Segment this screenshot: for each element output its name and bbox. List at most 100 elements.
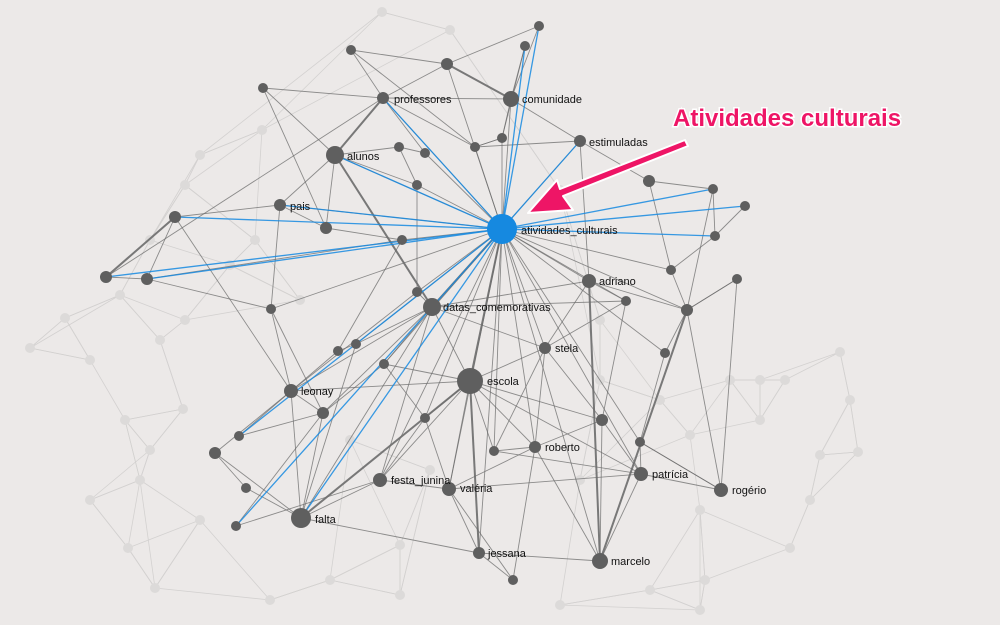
background-edge — [649, 579, 706, 591]
background-edge — [29, 294, 121, 349]
graph-edge — [599, 473, 642, 562]
node-label-patricia: patrícia — [652, 469, 689, 481]
graph-edge — [238, 412, 324, 437]
highlighted-edge — [238, 228, 503, 437]
background-node — [685, 430, 695, 440]
graph-edge — [579, 140, 590, 282]
background-node — [145, 445, 155, 455]
background-edge — [704, 547, 791, 581]
background-edge — [119, 239, 151, 296]
background-edge — [229, 264, 301, 301]
background-node — [725, 375, 735, 385]
graph-node — [643, 175, 655, 187]
graph-edge — [214, 390, 292, 454]
background-node — [155, 335, 165, 345]
graph-edge — [424, 417, 450, 490]
background-edge — [199, 129, 263, 156]
graph-edge — [639, 441, 722, 491]
highlighted-edge — [279, 204, 503, 230]
graph-edge — [334, 154, 418, 186]
graph-edge — [262, 87, 336, 156]
background-edge — [269, 579, 331, 601]
background-node — [265, 595, 275, 605]
graph-edge — [383, 363, 471, 382]
node-label-estimuladas: estimuladas — [589, 137, 648, 149]
graph-edge — [501, 228, 642, 475]
graph-edge — [334, 146, 400, 156]
background-node — [180, 315, 190, 325]
background-edge — [127, 547, 156, 589]
graph-node — [596, 414, 608, 426]
graph-node — [377, 92, 389, 104]
background-edge — [349, 439, 431, 471]
background-edge — [64, 317, 91, 361]
background-edge — [64, 294, 121, 319]
background-node — [295, 295, 305, 305]
graph-edge — [431, 280, 590, 308]
background-edge — [659, 399, 691, 436]
node-label-leonay: leonay — [301, 386, 334, 398]
graph-edge — [105, 97, 384, 278]
graph-node — [592, 553, 608, 569]
node-label-marcelo: marcelo — [611, 556, 650, 568]
graph-edge — [174, 204, 281, 218]
graph-edge — [501, 228, 672, 271]
graph-node — [394, 142, 404, 152]
graph-edge — [431, 306, 546, 349]
graph-edge — [493, 347, 546, 452]
node-label-roberto: roberto — [545, 442, 580, 454]
node-label-pais: pais — [290, 201, 311, 213]
graph-edge — [262, 87, 384, 99]
background-edge — [89, 359, 126, 421]
graph-edge — [478, 228, 503, 554]
graph-node — [241, 483, 251, 493]
graph-edge — [648, 180, 672, 271]
background-edge — [559, 479, 581, 606]
graph-edge — [379, 479, 450, 490]
background-node — [180, 180, 190, 190]
node-label-adriano: adriano — [599, 276, 636, 288]
graph-node — [317, 407, 329, 419]
graph-edge — [350, 49, 476, 148]
graph-node — [740, 201, 750, 211]
background-edge — [254, 129, 263, 241]
background-edge — [254, 239, 301, 301]
background-edge — [159, 339, 184, 410]
graph-edge — [544, 347, 603, 421]
graph-edge — [501, 228, 601, 562]
graph-edge — [599, 419, 603, 562]
graph-node — [274, 199, 286, 211]
node-atividades-culturais — [487, 214, 517, 244]
graph-edge — [686, 188, 714, 311]
callout-annotation: Atividades culturais — [527, 104, 903, 214]
graph-edge — [416, 184, 503, 230]
background-edge — [381, 11, 451, 31]
graph-edge — [270, 308, 324, 414]
background-edge — [89, 479, 141, 501]
background-edge — [149, 154, 201, 241]
background-edge — [649, 589, 701, 611]
background-node — [785, 543, 795, 553]
graph-edge — [448, 473, 642, 490]
graph-edge — [686, 278, 738, 311]
background-node — [250, 235, 260, 245]
graph-node — [420, 148, 430, 158]
graph-node — [100, 271, 112, 283]
background-node — [85, 495, 95, 505]
graph-edge — [446, 63, 512, 100]
background-node — [178, 404, 188, 414]
graph-edge — [262, 87, 327, 229]
highlighted-edge — [174, 216, 503, 230]
background-edge — [699, 509, 791, 549]
background-node — [150, 583, 160, 593]
background-edge — [89, 499, 129, 549]
graph-edge — [300, 380, 471, 519]
graph-edge — [512, 446, 536, 581]
background-edge — [789, 499, 811, 549]
background-edge — [159, 319, 186, 341]
background-edge — [559, 604, 701, 611]
graph-edge — [544, 280, 590, 349]
background-edge — [699, 509, 706, 581]
background-edge — [139, 479, 156, 589]
